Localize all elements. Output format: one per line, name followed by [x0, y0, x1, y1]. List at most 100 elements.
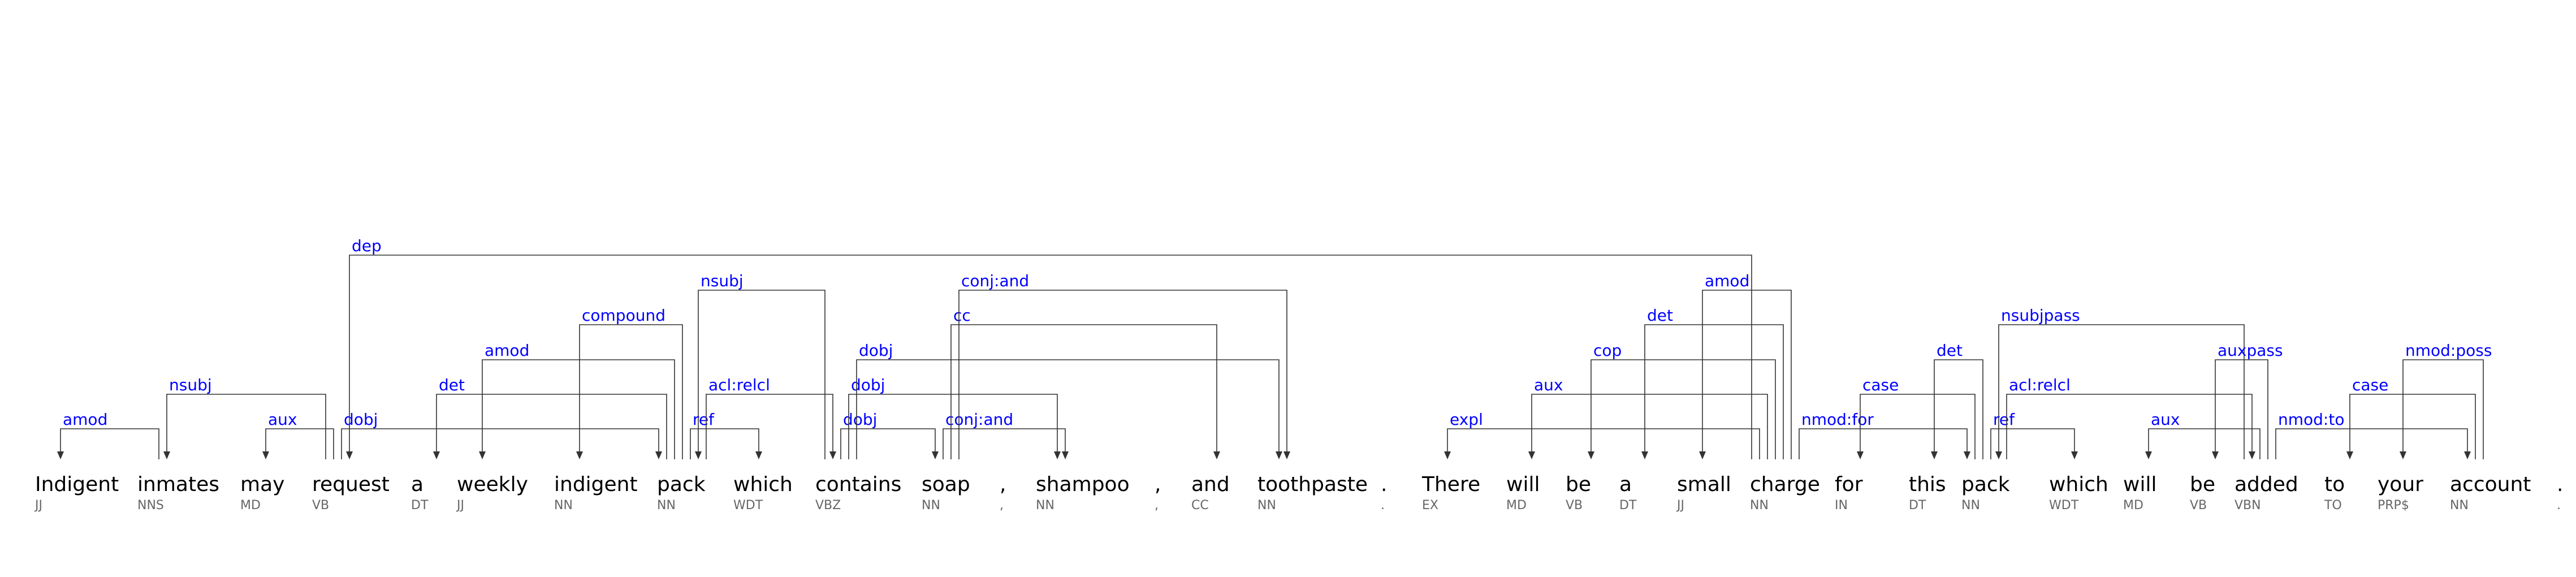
arc-line [2349, 394, 2476, 459]
token-word: contains [815, 473, 901, 496]
arc-line [166, 394, 326, 459]
arc-acl-relcl: acl:relcl [706, 376, 836, 459]
arc-det: det [1641, 306, 1784, 459]
arc-nsubj: nsubj [695, 272, 825, 459]
arc-line [1447, 428, 1760, 459]
token-word: charge [1750, 473, 1820, 496]
token-pos-tag: MD [240, 498, 261, 513]
arrowhead [433, 451, 440, 459]
token-pos-tag: NNS [137, 498, 164, 513]
token-word: this [1909, 473, 1946, 496]
token-word: , [1000, 473, 1006, 496]
arc-line [579, 324, 683, 459]
arc-ref: ref [690, 410, 762, 459]
token-word: , [1155, 473, 1161, 496]
arc-dobj: dobj [840, 410, 939, 459]
token-pos-tag: VBZ [815, 498, 841, 513]
arc-amod: amod [479, 341, 675, 459]
arc-dobj: dobj [341, 410, 662, 459]
arc-line [840, 428, 936, 459]
arc-line [1799, 428, 1968, 459]
token-pos-tag: MD [1506, 498, 1527, 513]
arc-label: conj:and [961, 272, 1029, 290]
dependency-arcs: amod nsubj aux dobj det amod compound nsubj ref a… [57, 236, 2492, 459]
arrowhead [1276, 451, 1282, 459]
token-pos-tag: VB [312, 498, 329, 513]
arc-label: conj:and [945, 410, 1013, 429]
token-pos-tag: IN [1835, 498, 1848, 513]
token-row: Indigent JJ inmates NNS may MD request VB a DT wee… [34, 473, 2563, 513]
token-pos-tag: . [2557, 498, 2561, 513]
arc-line [1531, 394, 1768, 459]
arrowhead [57, 451, 64, 459]
arc-label: aux [2151, 410, 2180, 429]
arc-label: case [1862, 376, 1899, 394]
arc-case: case [1857, 376, 1976, 459]
arc-amod: amod [1699, 272, 1792, 459]
arc-label: det [1937, 341, 1963, 360]
arc-line [349, 255, 1752, 459]
arc-cc: cc [950, 306, 1220, 459]
token-pos-tag: NN [2450, 498, 2469, 513]
arc-label: nmod:to [2278, 410, 2344, 429]
arc-aux: aux [1528, 376, 1768, 459]
arc-label: dobj [344, 410, 378, 429]
arc-line [265, 428, 334, 459]
arc-conj-and: conj:and [943, 410, 1069, 459]
token-word: pack [1961, 473, 2010, 496]
arc-label: compound [582, 306, 665, 325]
arc-label: det [1647, 306, 1673, 325]
arc-line [341, 428, 659, 459]
token-word: small [1677, 473, 1731, 496]
arrowhead [2249, 451, 2255, 459]
token-pos-tag: DT [1909, 498, 1926, 513]
arc-amod: amod [57, 410, 159, 459]
token-pos-tag: MD [2123, 498, 2143, 513]
arc-det: det [433, 376, 667, 459]
arc-line [2402, 359, 2484, 459]
arrowhead [695, 451, 702, 459]
arc-aux: aux [2145, 410, 2261, 459]
arc-label: det [439, 376, 465, 394]
token-word: inmates [137, 473, 219, 496]
token-pos-tag: JJ [456, 498, 464, 513]
arrowhead [1995, 451, 2002, 459]
arrowhead [1964, 451, 1970, 459]
arc-cop: cop [1588, 341, 1776, 459]
arrowhead [2400, 451, 2406, 459]
token-word: your [2378, 473, 2423, 496]
arc-label: amod [1705, 272, 1749, 290]
token-pos-tag: NN [554, 498, 573, 513]
arrowhead [479, 451, 486, 459]
token-word: will [1506, 473, 1540, 496]
token-pos-tag: NN [1961, 498, 1980, 513]
token-word: for [1835, 473, 1863, 496]
arrowhead [1699, 451, 1706, 459]
token-word: be [1566, 473, 1591, 496]
token-pos-tag: EX [1422, 498, 1438, 513]
arc-label: dobj [859, 341, 893, 360]
arc-line [1934, 359, 1983, 459]
arc-line [1998, 324, 2245, 459]
arc-label: aux [268, 410, 297, 429]
arc-nmod-to: nmod:to [2275, 410, 2471, 459]
arrowhead [1588, 451, 1594, 459]
arrowhead [1062, 451, 1069, 459]
token-pos-tag: VB [1566, 498, 1583, 513]
token-word: toothpaste [1257, 473, 1368, 496]
arc-label: dobj [851, 376, 885, 394]
token-word: shampoo [1036, 473, 1130, 496]
arc-line [706, 394, 833, 459]
token-pos-tag: NN [657, 498, 676, 513]
arrowhead [576, 451, 583, 459]
token-pos-tag: WDT [733, 498, 763, 513]
arc-dep: dep [346, 236, 1752, 459]
token-word: account [2450, 473, 2531, 496]
arc-nmod-for: nmod:for [1799, 410, 1970, 459]
arc-auxpass: auxpass [2212, 341, 2283, 459]
arrowhead [655, 451, 662, 459]
arc-label: cc [953, 306, 971, 325]
arc-label: amod [63, 410, 107, 429]
token-word: There [1421, 473, 1480, 496]
arc-label: expl [1450, 410, 1483, 429]
